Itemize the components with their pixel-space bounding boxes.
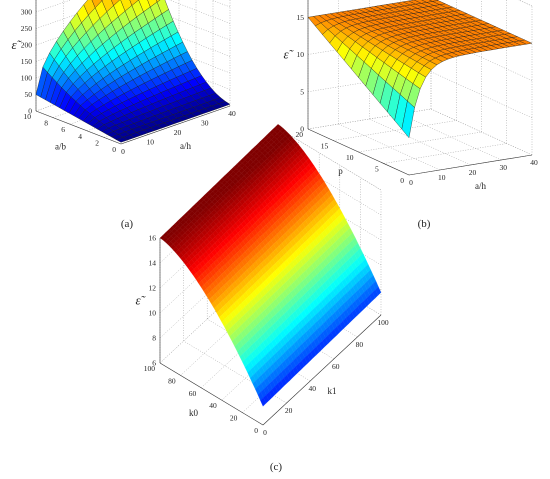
y-tick-label: 60 xyxy=(189,389,197,398)
y-tick-label: 40 xyxy=(209,401,217,410)
x-tick-label: 20 xyxy=(285,406,293,415)
x-axis-label: a/h xyxy=(475,181,486,191)
z-tick-label: 14 xyxy=(149,259,157,268)
y-axis-label: a/b xyxy=(55,142,66,152)
z-tick-label: 6 xyxy=(152,359,156,368)
z-tick-label: 8 xyxy=(152,334,156,343)
x-tick-label: 10 xyxy=(147,138,155,147)
surface-plot-a: 0501001502002503003504000102030400246810… xyxy=(11,0,236,230)
z-tick-label: 0 xyxy=(300,125,304,134)
x-tick-label: 0 xyxy=(121,147,125,156)
x-tick-label: 60 xyxy=(332,362,340,371)
axes-2 xyxy=(159,238,382,426)
x-tick-label: 30 xyxy=(201,119,209,128)
z-tick-label: 5 xyxy=(300,87,304,96)
y-tick-label: 10 xyxy=(24,112,32,121)
z-tick-label: 10 xyxy=(297,50,305,59)
y-tick-label: 20 xyxy=(296,130,304,139)
z-tick-label: 100 xyxy=(21,74,33,83)
z-tick-label: 50 xyxy=(25,90,33,99)
y-tick-label: 10 xyxy=(346,153,354,162)
y-tick-label: 0 xyxy=(254,426,258,435)
y-tick-label: 0 xyxy=(400,176,404,185)
x-tick-label: 0 xyxy=(263,428,267,437)
y-tick-label: 20 xyxy=(230,414,238,423)
y-tick-label: 5 xyxy=(375,165,379,174)
z-tick-label: 16 xyxy=(149,234,157,243)
z-tick-label: 300 xyxy=(21,8,33,17)
surface-cell xyxy=(518,39,533,45)
y-tick-label: 8 xyxy=(44,119,48,128)
axes-1 xyxy=(307,0,533,176)
tick-labels-0: 0501001502002503003504000102030400246810 xyxy=(21,8,236,157)
panel-label: (c) xyxy=(270,461,283,473)
y-axis-label: k0 xyxy=(189,408,199,418)
y-tick-label: 0 xyxy=(112,145,116,154)
z-axis-label: ε̃ xyxy=(135,293,146,308)
surface-0 xyxy=(35,0,231,143)
z-tick-label: 150 xyxy=(21,57,33,66)
panel-label: (b) xyxy=(418,218,431,230)
surface-cell xyxy=(375,286,382,296)
surface-2 xyxy=(159,124,382,407)
x-axis-label: a/h xyxy=(180,141,191,151)
x-tick-label: 30 xyxy=(500,163,508,172)
x-tick-label: 40 xyxy=(308,384,316,393)
z-tick-label: 0 xyxy=(28,107,32,116)
x-tick-label: 20 xyxy=(469,168,477,177)
z-tick-label: 250 xyxy=(21,24,33,33)
x-tick-label: 80 xyxy=(356,340,364,349)
x-tick-label: 40 xyxy=(228,109,236,118)
x-tick-label: 40 xyxy=(530,158,538,167)
z-tick-label: 200 xyxy=(21,41,33,50)
z-tick-label: 15 xyxy=(297,13,305,22)
y-tick-label: 15 xyxy=(321,142,329,151)
x-tick-label: 10 xyxy=(438,173,446,182)
y-tick-label: 6 xyxy=(61,125,65,134)
tick-labels-1: 0510152001020304005101520 xyxy=(296,13,539,187)
axes-0 xyxy=(35,0,231,145)
x-axis-label: k1 xyxy=(328,386,337,396)
x-tick-label: 100 xyxy=(377,318,389,327)
surface-cell xyxy=(218,101,231,107)
z-tick-label: 12 xyxy=(149,284,157,293)
y-tick-label: 100 xyxy=(144,364,156,373)
tick-labels-2: 6 8 10 12 14 16 0 20 40 60 80 100 0 20 40 60 80 100 xyxy=(144,234,389,438)
surface-plot-c: 6810121416020406080100020406080100k1k0ε̃… xyxy=(135,124,389,473)
z-axis-label: ε̃ xyxy=(283,47,294,62)
panel-label: (a) xyxy=(121,218,134,230)
x-tick-label: 0 xyxy=(409,178,413,187)
surface-1 xyxy=(307,0,533,139)
y-tick-label: 2 xyxy=(95,138,99,147)
z-tick-label: 10 xyxy=(149,309,157,318)
y-tick-label: 80 xyxy=(168,376,176,385)
y-tick-label: 4 xyxy=(78,132,82,141)
x-tick-label: 20 xyxy=(174,128,182,137)
y-axis-label: p xyxy=(338,166,343,176)
surface-plot-b: 0510152001020304005101520a/hpε̃(b) xyxy=(283,0,538,230)
